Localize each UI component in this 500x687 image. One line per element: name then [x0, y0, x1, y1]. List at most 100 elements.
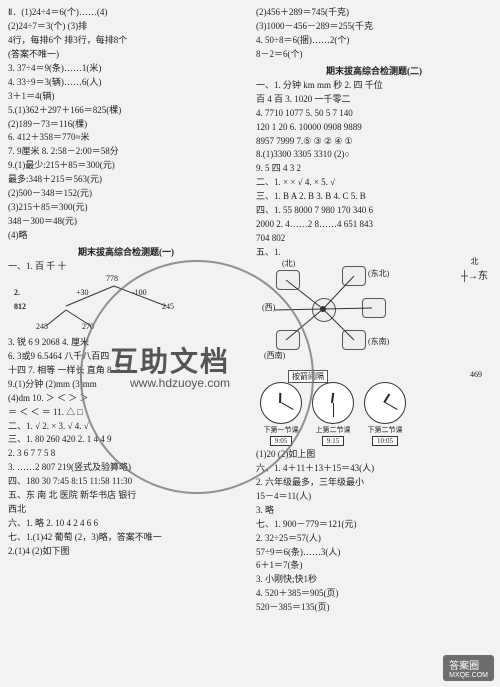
text-line: 七、1.(1)42 葡萄 (2，3)略，答案不唯一 [8, 531, 244, 545]
map-lines [262, 260, 422, 370]
text-line: 6. 412＋358＝770≈米 [8, 131, 244, 145]
text-line: 7. 9厘米 8. 2:58－2:00＝58分 [8, 145, 244, 159]
clock-label: 下第二节课 [364, 425, 406, 435]
text-line: 六、1. 4＋11＋13＋15＝43(人) [256, 462, 492, 476]
direction-map: 北 ┼→东 (北) (东北) (西) (西南) (东南) [262, 260, 492, 380]
text-line: (1)20 (2)如上图 [256, 448, 492, 462]
text-line: 4. 520＋385＝905(页) [256, 587, 492, 601]
text-line: 3. 37÷4＝9(条)……1(米) [8, 62, 244, 76]
clock-face-icon [260, 382, 302, 424]
minute-hand [333, 403, 334, 417]
clock-time: 10:05 [372, 436, 398, 446]
tree-branch-label: +30 [76, 288, 89, 297]
minute-hand [385, 402, 398, 410]
text-line: (3)215＋85＝300(元) [8, 201, 244, 215]
text-line: (3)1000－456－289＝255(千克 [256, 20, 492, 34]
text-line: 四、180 30 7:45 8:15 11:58 11:30 [8, 475, 244, 489]
text-line: 2. 3 6 7 7 5 8 [8, 447, 244, 461]
text-line: 57÷9＝6(条)……3(人) [256, 546, 492, 560]
clocks-row: 下第一节课 9:05 上第二节课 9:15 下第二节课 10:05 [260, 382, 492, 446]
text-line: 9.(1)分钟 (2)mm (3)mm [8, 378, 244, 392]
text-line: 8.(1)3300 3305 3310 (2)○ [256, 148, 492, 162]
text-line: 8957 7999 7.⑤ ③ ② ④ ① [256, 135, 492, 149]
clock-3: 下第二节课 10:05 [364, 382, 406, 446]
text-line: 120 1 20 6. 10000 0908 9889 [256, 121, 492, 135]
clock-face-icon [312, 382, 354, 424]
footer-big: 答案圈 [449, 661, 479, 672]
compass-icon: 北 ┼→东 [461, 256, 488, 282]
clock-time: 9:15 [322, 436, 344, 446]
text-line: 2. 六年级最多，三年级最小 [256, 476, 492, 490]
text-line: 4行，每排6个 排3行，每排8个 [8, 34, 244, 48]
text-line: 百 4 百 3. 1020 一千零二 [256, 93, 492, 107]
hour-hand [331, 393, 334, 403]
text-line: 3. ……2 807 219(竖式及验算略) [8, 461, 244, 475]
text-line: 一、1. 分钟 km mm 秒 2. 四 千位 [256, 79, 492, 93]
tree-node: 812 [14, 302, 26, 311]
text-line: 2000 2. 4……2 8……4 651 843 [256, 218, 492, 232]
text-line: 704 802 [256, 232, 492, 246]
clock-1: 下第一节课 9:05 [260, 382, 302, 446]
right-column: (2)456＋289＝745(千克) (3)1000－456－289＝255(千… [256, 6, 492, 681]
clock-time: 9:05 [270, 436, 292, 446]
text-line: 七、1. 900－779＝121(元) [256, 518, 492, 532]
tree-leaf: 270 [82, 322, 94, 331]
compass-north: 北 [461, 256, 488, 267]
clock-label: 下第一节课 [260, 425, 302, 435]
text-line: 5.(1)362＋297＋166＝825(棵) [8, 104, 244, 118]
text-line: 十四 7. 相等 一样长 直角 8. 5 [8, 364, 244, 378]
left-column: Ⅱ．(1)24÷4＝6(个)……(4) (2)24÷7＝3(个) (3)排 4行… [8, 6, 244, 681]
text-line: 6. 3或9 6.5464 八千八百四 [8, 350, 244, 364]
text-line: 五、东 南 北 医院 新华书店 银行 西北 [8, 489, 244, 517]
text-line: 3. 小刚快;快1秒 [256, 573, 492, 587]
text-line: (2)189－73＝116(棵) [8, 118, 244, 132]
clock-face-icon [364, 382, 406, 424]
compass-east: 东 [478, 271, 488, 282]
text-line: (2)500－348＝152(元) [8, 187, 244, 201]
text-line: 2.(1)4 (2)如下图 [8, 545, 244, 559]
text-line: 3＋1＝4(辆) [8, 90, 244, 104]
text-line: (4)略 [8, 229, 244, 243]
text-line: ＝ ＜ ＜ ＝ 11. △ □ [8, 406, 244, 420]
text-line: 4. 7710 1077 5. 50 5 7 140 [256, 107, 492, 121]
text-line: 8－2＝6(个) [256, 48, 492, 62]
text-line: 520－385＝135(页) [256, 601, 492, 615]
text-line: 二、1. √ 2. × 3. √ 4. √ [8, 420, 244, 434]
text-line: 最多:348＋215＝563(元) [8, 173, 244, 187]
arrow-label: 按箭间隔 [288, 370, 328, 383]
text-line: 六、1. 略 2. 10 4 2 4 6 6 [8, 517, 244, 531]
number-label: 469 [470, 370, 482, 379]
page: Ⅱ．(1)24÷4＝6(个)……(4) (2)24÷7＝3(个) (3)排 4行… [0, 0, 500, 687]
test2-title: 期末拔高综合检测题(二) [256, 64, 492, 77]
text-line: 3. 锐 6 9 2068 4. 厘米 [8, 336, 244, 350]
text-line: 三、1. 80 260 420 2. 1 4 4 9 [8, 433, 244, 447]
number-tree-diagram: 778 +30 -100 812 245 248 270 2. [36, 276, 244, 334]
tree-leaf: 248 [36, 322, 48, 331]
text-line: 二、1. × × √ 4. × 5. √ [256, 176, 492, 190]
text-line: 4. 33÷9＝3(辆)……6(人) [8, 76, 244, 90]
tree-branch-label: -100 [132, 288, 147, 297]
footer-small: MXQE.COM [449, 672, 488, 679]
footer-badge: 答案圈 MXQE.COM [443, 655, 494, 681]
text-line: (4)dm 10. ＞ ＜ ＞ ＞ [8, 392, 244, 406]
text-line: 四、1. 55 8000 7 980 170 340 6 [256, 204, 492, 218]
text-line: 2. 32÷25＝57(人) [256, 532, 492, 546]
text-line: 一、1. 百 千 十 [8, 260, 244, 274]
tree-root: 778 [106, 274, 118, 283]
clock-label: 上第二节课 [312, 425, 354, 435]
text-line: Ⅱ．(1)24÷4＝6(个)……(4) [8, 6, 244, 20]
text-line: (答案不唯一) [8, 48, 244, 62]
text-line: 三、1. B A 2. B 3. B 4. C 5. B [256, 190, 492, 204]
text-line: (2)456＋289＝745(千克) [256, 6, 492, 20]
text-line: 4. 50÷8＝6(捆)……2(个) [256, 34, 492, 48]
text-line: 9. 5 四 4 3 2 [256, 162, 492, 176]
text-line: 9.(1)最少:215＋85＝300(元) [8, 159, 244, 173]
text-line: 348－300＝48(元) [8, 215, 244, 229]
tree-node: 245 [162, 302, 174, 311]
tree-svg [36, 276, 216, 334]
clock-2: 上第二节课 9:15 [312, 382, 354, 446]
test1-title: 期末拔高综合检测题(一) [8, 245, 244, 258]
text-line: 6＋1＝7(条) [256, 559, 492, 573]
minute-hand [281, 402, 294, 410]
text-line: 15－4＝11(人) [256, 490, 492, 504]
